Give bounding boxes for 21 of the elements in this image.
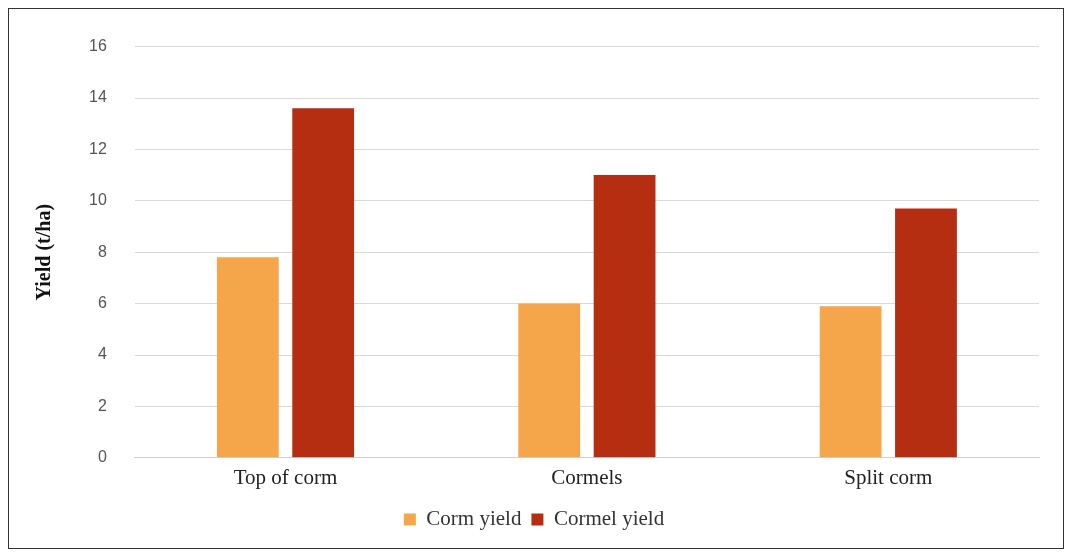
y-tick-label: 12 xyxy=(89,139,107,157)
legend-label: Corm yield xyxy=(426,506,522,531)
bar xyxy=(819,306,882,458)
y-tick-label: 6 xyxy=(97,294,107,312)
x-tick-label: Split corm xyxy=(844,464,933,489)
legend-label: Cormel yield xyxy=(553,506,665,531)
x-tick-label: Top of corm xyxy=(233,464,338,489)
y-tick-label: 2 xyxy=(97,396,107,414)
y-tick-label: 14 xyxy=(89,88,107,106)
y-tick-label: 10 xyxy=(89,191,107,209)
bar xyxy=(593,175,656,458)
x-tick-label: Cormels xyxy=(551,464,623,489)
y-tick-label: 0 xyxy=(97,448,107,466)
bar xyxy=(216,257,279,458)
bar xyxy=(292,108,355,458)
y-tick-label: 4 xyxy=(97,345,107,363)
y-axis-title: Yield (t/ha) xyxy=(32,203,56,301)
y-tick-label: 8 xyxy=(97,242,107,260)
bar xyxy=(518,303,581,458)
bar xyxy=(895,208,957,458)
y-tick-label: 16 xyxy=(89,37,107,55)
